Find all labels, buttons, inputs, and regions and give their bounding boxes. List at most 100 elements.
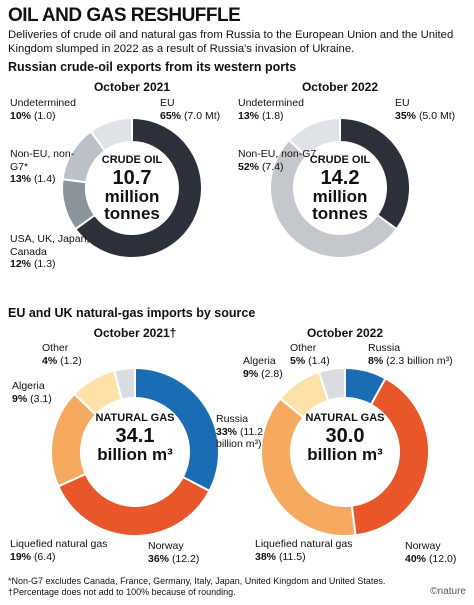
center-total: 14.2: [320, 166, 360, 189]
center-label: CRUDE OIL 14.2 million tonnes: [294, 153, 386, 223]
center-total: 10.7: [112, 166, 152, 189]
value-label: 33%: [216, 425, 238, 438]
category-label: EU: [395, 97, 410, 109]
amount-label: (11.2 billion m³): [216, 425, 264, 451]
donut-slice: [269, 138, 399, 259]
value-label: 9%: [243, 367, 259, 380]
slice-label: USA, UK, Japan, Canada 12% (1.3): [10, 233, 110, 271]
slice-label: Undetermined 13% (1.8): [238, 97, 328, 122]
donut-slice: [56, 472, 211, 537]
slice-label: EU 35% (5.0 Mt): [395, 97, 470, 122]
amount-label: (11.5): [278, 550, 306, 563]
category-label: Other: [42, 342, 69, 354]
donut-slice: [339, 116, 411, 231]
amount-label: (2.8): [261, 367, 283, 380]
category-label: Undetermined: [10, 97, 76, 109]
amount-label: (1.8): [261, 109, 284, 122]
category-label: Russia: [216, 413, 249, 425]
amount-label: (1.3): [33, 258, 56, 270]
title: OIL AND GAS RESHUFFLE: [8, 5, 241, 26]
amount-label: (2.3 billion m³): [386, 354, 453, 367]
section-heading: Russian crude-oil exports from its weste…: [8, 60, 297, 74]
value-label: 65%: [160, 109, 182, 122]
amount-label: (3.1): [30, 392, 52, 405]
donut-slice: [89, 116, 133, 153]
center-title: NATURAL GAS: [95, 412, 175, 425]
section-heading: EU and UK natural-gas imports by source: [8, 306, 256, 320]
value-label: 38%: [255, 550, 277, 563]
category-label: Norway: [148, 540, 184, 552]
category-label: Non-EU, non-G7*: [10, 148, 75, 173]
chart-title: October 2022: [306, 326, 384, 340]
center-total: 34.1: [115, 425, 155, 448]
amount-label: (12.2): [171, 552, 200, 565]
slice-label: Other 4% (1.2): [42, 342, 112, 367]
donut-slice: [113, 366, 136, 401]
credit: ©nature: [430, 586, 466, 597]
chart-title: October 2021: [93, 80, 171, 94]
category-label: Liquefied natural gas: [255, 538, 353, 550]
slice-label: Russia 33% (11.2 billion m³): [216, 413, 286, 451]
value-label: 10%: [10, 109, 32, 122]
center-unit: billion m³: [307, 445, 383, 465]
center-title: NATURAL GAS: [305, 412, 385, 425]
value-label: 36%: [148, 552, 170, 565]
value-label: 4%: [42, 354, 58, 367]
category-label: USA, UK, Japan, Canada: [10, 233, 90, 258]
donut-slice: [260, 397, 357, 537]
donut-slice: [73, 116, 203, 259]
category-label: Algeria: [243, 355, 276, 367]
slice-label: Other 5% (1.4): [290, 342, 360, 367]
amount-label: (7.0 Mt): [183, 109, 221, 122]
center-title: CRUDE OIL: [101, 153, 163, 166]
amount-label: (5.0 Mt): [418, 109, 456, 122]
center-unit: million tonnes: [104, 186, 160, 223]
center-unit: million tonnes: [312, 186, 368, 223]
category-label: Liquefied natural gas: [10, 538, 108, 550]
amount-label: (12.0): [428, 552, 457, 565]
value-label: 19%: [10, 550, 32, 563]
center-label: NATURAL GAS 30.0 billion m³: [291, 412, 399, 465]
category-label: Norway: [405, 540, 441, 552]
value-label: 12%: [10, 258, 32, 270]
category-label: Algeria: [12, 380, 45, 392]
value-label: 35%: [395, 109, 417, 122]
slice-label: Non-EU, non-G7 52% (7.4): [238, 148, 318, 173]
donut-slice: [317, 366, 346, 402]
value-label: 13%: [238, 109, 260, 122]
value-label: 5%: [290, 354, 306, 367]
slice-label: Norway 36% (12.2): [148, 540, 238, 565]
value-label: 8%: [368, 354, 384, 367]
slice-label: Non-EU, non-G7* 13% (1.4): [10, 148, 90, 186]
slice-label: Algeria 9% (2.8): [243, 355, 303, 380]
center-label: CRUDE OIL 10.7 million tonnes: [86, 153, 178, 223]
slice-label: Russia 8% (2.3 billion m³): [368, 342, 468, 367]
slice-label: EU 65% (7.0 Mt): [160, 97, 240, 122]
value-label: 9%: [12, 392, 28, 405]
category-label: Other: [290, 342, 317, 354]
center-unit: billion m³: [97, 445, 173, 465]
slice-label: Liquefied natural gas 19% (6.4): [10, 538, 110, 563]
amount-label: (1.0): [33, 109, 56, 122]
center-total: 30.0: [325, 425, 365, 448]
category-label: EU: [160, 97, 175, 109]
slice-label: Undetermined 10% (1.0): [10, 97, 100, 122]
amount-label: (6.4): [33, 550, 56, 563]
amount-label: (1.4): [33, 173, 56, 185]
value-label: 13%: [10, 173, 32, 185]
center-label: NATURAL GAS 34.1 billion m³: [81, 412, 189, 465]
value-label: 52%: [238, 160, 260, 173]
footnote: *Non-G7 excludes Canada, France, Germany…: [8, 576, 386, 597]
donut-slice: [350, 377, 430, 537]
donut-slice: [287, 116, 341, 158]
slice-label: Algeria 9% (3.1): [12, 380, 82, 405]
slice-label: Liquefied natural gas 38% (11.5): [255, 538, 385, 563]
category-label: Undetermined: [238, 97, 304, 109]
category-label: Non-EU, non-G7: [238, 148, 317, 160]
chart-title: October 2021†: [93, 326, 177, 340]
chart-title: October 2022: [301, 80, 379, 94]
center-title: CRUDE OIL: [309, 153, 371, 166]
amount-label: (1.4): [308, 354, 330, 367]
